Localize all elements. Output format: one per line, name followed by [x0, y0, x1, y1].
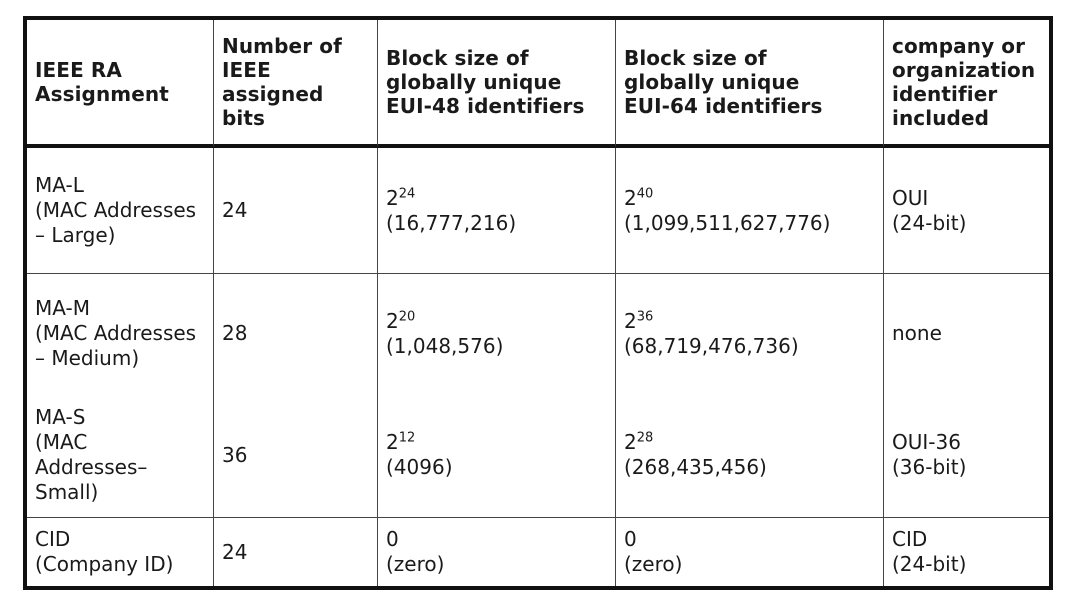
row-ma-m-bits: 28 [214, 274, 378, 393]
row-cid-eui64: 0 (zero) [616, 518, 884, 586]
eui48-base: 2 [386, 308, 399, 333]
row-ma-s-identifier: OUI-36 (36-bit) [884, 393, 1049, 518]
eui48-base: 2 [386, 430, 399, 454]
header-assignment: IEEE RA Assignment [27, 20, 214, 148]
row-ma-l-bits: 24 [214, 148, 378, 274]
header-bits: Number of IEEE assigned bits [214, 20, 378, 148]
row-ma-l-assignment: MA-L (MAC Addresses – Large) [27, 148, 214, 274]
row-ma-s-bits: 36 [214, 393, 378, 518]
row-ma-s-assignment: MA-S (MAC Addresses– Small) [27, 393, 214, 518]
eui64-exponent: 40 [636, 185, 654, 201]
eui64-exponent: 36 [636, 308, 654, 324]
eui64-count: (268,435,456) [624, 455, 767, 479]
eui48-exponent: 20 [398, 308, 416, 324]
eui48-count: (4096) [386, 455, 453, 479]
eui64-base: 2 [624, 308, 637, 333]
eui48-count: (16,777,216) [386, 210, 517, 235]
eui48-exponent: 24 [398, 185, 416, 201]
row-ma-m-eui64: 236 (68,719,476,736) [616, 274, 884, 393]
header-eui48: Block size of globally unique EUI-48 ide… [378, 20, 616, 148]
eui64-base: 2 [624, 185, 637, 210]
eui64-count: (1,099,511,627,776) [624, 210, 831, 235]
eui64-base: 0 [624, 527, 637, 551]
eui64-base: 2 [624, 430, 637, 454]
row-ma-s-eui48: 212 (4096) [378, 393, 616, 518]
eui48-count: (1,048,576) [386, 333, 504, 358]
row-cid-identifier: CID (24-bit) [892, 527, 967, 576]
header-identifier: company or organization identifier inclu… [884, 20, 1049, 148]
ieee-ra-assignment-table: IEEE RA Assignment Number of IEEE assign… [23, 16, 1053, 590]
eui64-exponent: 28 [636, 430, 654, 446]
row-ma-l-identifier: OUI (24-bit) [884, 148, 1049, 274]
eui64-count: (68,719,476,736) [624, 333, 799, 358]
eui48-count: (zero) [386, 552, 445, 576]
row-ma-m-eui48: 220 (1,048,576) [378, 274, 616, 393]
eui48-base: 2 [386, 185, 399, 210]
header-eui64: Block size of globally unique EUI-64 ide… [616, 20, 884, 148]
row-cid-eui48: 0 (zero) [378, 518, 616, 586]
row-ma-m-assignment: MA-M (MAC Addresses – Medium) [27, 274, 214, 393]
eui64-count: (zero) [624, 552, 683, 576]
row-ma-l-eui64: 240 (1,099,511,627,776) [616, 148, 884, 274]
row-ma-s-eui64: 228 (268,435,456) [616, 393, 884, 518]
row-ma-l-eui48: 224 (16,777,216) [378, 148, 616, 274]
eui48-base: 0 [386, 527, 399, 551]
eui48-exponent: 12 [398, 430, 416, 446]
row-cid-bits: 24 [214, 518, 378, 586]
row-cid-assignment: CID (Company ID) [27, 518, 214, 586]
row-ma-m-identifier: none [892, 321, 942, 345]
